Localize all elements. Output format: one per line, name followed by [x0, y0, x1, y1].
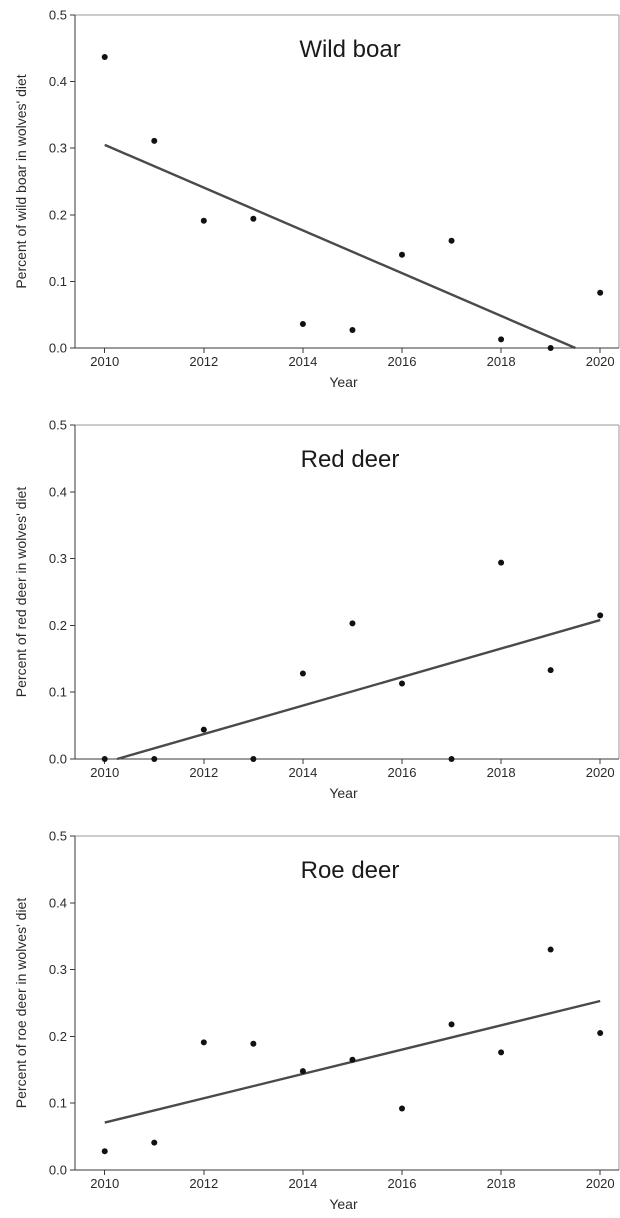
y-tick-label: 0.1: [49, 685, 67, 700]
data-point: [399, 1105, 405, 1112]
data-point: [200, 726, 207, 733]
x-tick-label: 2020: [586, 1176, 615, 1191]
data-point: [101, 53, 108, 60]
chart-panel-3: 0.0 0.1 0.2 0.3 0.4 0.5 2010 2012 2014 2016 2018 20…: [13, 829, 620, 1212]
x-tick-label: 2018: [487, 1176, 516, 1191]
x-tick-label: 2010: [90, 354, 119, 369]
x-tick-label: 2016: [388, 1176, 417, 1191]
x-axis-title: Year: [329, 785, 358, 801]
y-tick-label: 0.5: [49, 8, 67, 23]
data-point: [101, 756, 108, 762]
x-tick-label: 2012: [189, 354, 218, 369]
data-point: [547, 345, 554, 351]
data-point: [250, 1040, 257, 1047]
data-point: [299, 670, 306, 677]
y-tick-label: 0.4: [49, 74, 67, 89]
y-tick-label: 0.0: [49, 752, 67, 767]
y-tick-label: 0.4: [49, 484, 67, 499]
y-tick-label: 0.2: [49, 1029, 67, 1044]
x-axis-title: Year: [329, 1196, 358, 1212]
x-tick-label: 2012: [189, 765, 218, 780]
y-axis-title: Percent of red deer in wolves' diet: [13, 487, 29, 698]
y-axis-title: Percent of wild boar in wolves' diet: [13, 74, 29, 288]
data-point: [448, 1021, 455, 1028]
data-point: [299, 321, 306, 328]
y-tick-label: 0.5: [49, 418, 67, 433]
chart-panel-1: 0.0 0.1 0.2 0.3 0.4 0.5 2010 2012 2014 2016 2018 20…: [13, 8, 620, 390]
y-tick-label: 0.0: [49, 341, 67, 356]
x-tick-label: 2016: [388, 354, 417, 369]
data-point: [597, 612, 604, 619]
data-point: [250, 215, 257, 222]
data-point: [448, 756, 455, 762]
x-axis-title: Year: [329, 374, 358, 390]
x-tick-label: 2018: [487, 354, 516, 369]
y-tick-label: 0.0: [49, 1163, 67, 1178]
chart-panel-2: 0.0 0.1 0.2 0.3 0.4 0.5 2010 2012 2014 2016 2018 20…: [13, 418, 620, 801]
y-tick-label: 0.5: [49, 829, 67, 844]
trend-line: [104, 143, 576, 350]
x-tick-label: 2014: [288, 1176, 317, 1191]
trend-line: [116, 618, 601, 761]
y-tick-label: 0.3: [49, 141, 67, 156]
chart-title: Red deer: [301, 446, 400, 473]
y-tick-label: 0.1: [49, 1096, 67, 1111]
data-point: [200, 217, 207, 224]
chart-title: Roe deer: [301, 857, 400, 884]
data-point: [399, 680, 405, 687]
data-point: [597, 289, 604, 296]
data-point: [349, 620, 356, 627]
data-point: [399, 251, 405, 258]
data-point: [547, 667, 554, 674]
data-point: [200, 1039, 207, 1046]
y-tick-label: 0.2: [49, 618, 67, 633]
chart-title: Wild boar: [299, 36, 400, 63]
data-point: [349, 327, 356, 334]
data-point: [448, 237, 455, 244]
x-tick-label: 2020: [586, 354, 615, 369]
x-tick-label: 2018: [487, 765, 516, 780]
x-tick-label: 2010: [90, 1176, 119, 1191]
data-point: [101, 1148, 108, 1155]
x-tick-label: 2010: [90, 765, 119, 780]
x-tick-label: 2014: [288, 354, 317, 369]
data-point: [547, 946, 554, 953]
y-tick-label: 0.4: [49, 895, 67, 910]
x-tick-label: 2012: [189, 1176, 218, 1191]
data-point: [498, 336, 505, 343]
x-tick-label: 2020: [586, 765, 615, 780]
data-point: [498, 1049, 505, 1056]
y-tick-label: 0.3: [49, 551, 67, 566]
y-tick-label: 0.3: [49, 962, 67, 977]
y-tick-label: 0.2: [49, 207, 67, 222]
data-point: [151, 137, 158, 144]
y-axis-title: Percent of roe deer in wolves' diet: [13, 898, 29, 1109]
data-point: [151, 756, 158, 762]
data-point: [498, 559, 505, 566]
x-tick-label: 2014: [288, 765, 317, 780]
data-point: [597, 1030, 604, 1037]
data-point: [349, 1056, 356, 1063]
data-point: [250, 756, 257, 762]
data-point: [299, 1068, 306, 1075]
y-tick-label: 0.1: [49, 274, 67, 289]
x-tick-label: 2016: [388, 765, 417, 780]
data-point: [151, 1139, 158, 1146]
